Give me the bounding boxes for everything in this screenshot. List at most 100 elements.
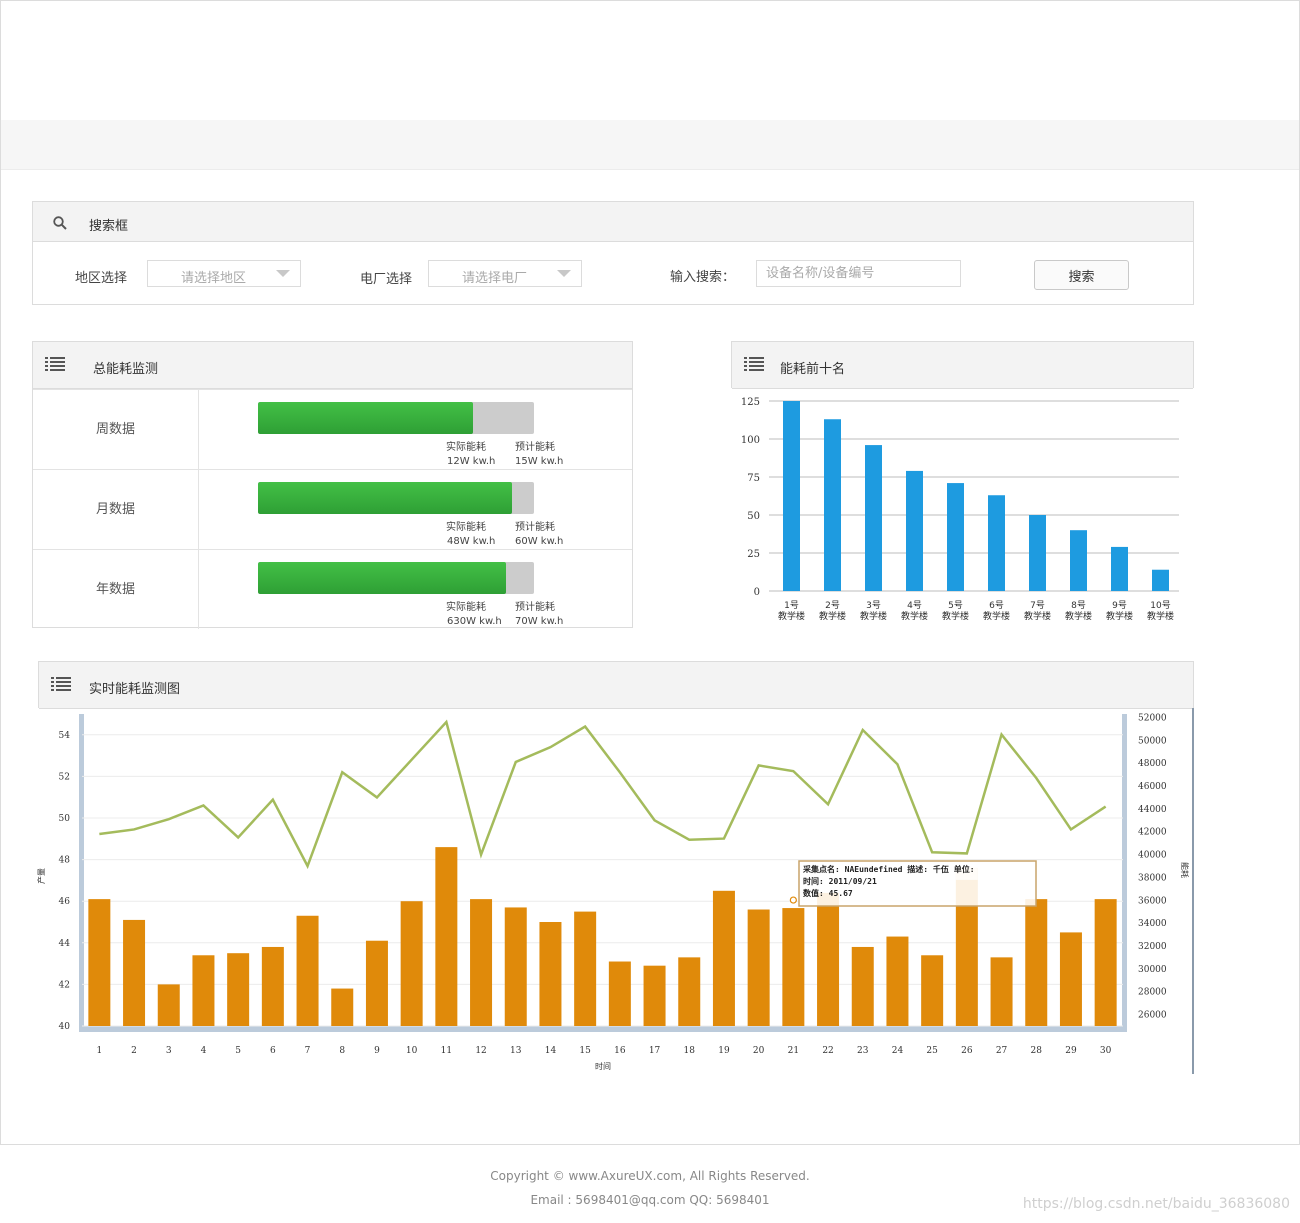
y-tick-label: 125 [741,397,760,408]
chart-tooltip: 采集点名: NAEundefined 描述: 千伍 单位: 时间: 2011/09… [798,860,1037,907]
bar [886,936,909,1026]
search-icon [53,216,67,230]
bar [504,907,527,1026]
bar [1070,530,1087,591]
x-tick-label: 9号 [1112,600,1127,611]
energy-panel: 总能耗监测 周数据 实际能耗 12W kw.h 预计能耗 15W kw.h 月数据 实际能耗… [32,341,633,629]
actual-label: 实际能耗 [446,602,486,613]
watermark: https://blog.csdn.net/baidu_36836080 [1022,1196,1290,1212]
right-tick-label: 42000 [1138,828,1167,838]
bar [643,965,666,1026]
right-axis-label: 能耗 [1180,862,1190,878]
list-icon [45,357,65,371]
x-tick-label: 教学楼 [942,610,969,622]
bar [906,470,923,591]
bar [88,899,111,1026]
x-tick-label: 教学楼 [819,610,846,622]
energy-progress-track [258,562,534,594]
bar [400,901,423,1026]
x-tick-label: 4号 [907,600,922,611]
x-tick-label: 2 [131,1046,137,1056]
search-button[interactable]: 搜索 [1034,260,1129,290]
bar [539,922,562,1026]
energy-row: 年数据 实际能耗 630W kw.h 预计能耗 70W kw.h [33,549,632,629]
bar [470,899,493,1026]
bar [824,419,841,591]
energy-panel-header: 总能耗监测 [33,342,632,389]
left-tick-label: 54 [59,731,71,741]
planned-value: 60W kw.h [515,536,564,547]
bar [783,401,800,591]
left-axis-strip [79,714,84,1032]
bar [608,961,631,1026]
top10-panel: 能耗前十名 [731,341,1194,389]
bar [331,988,354,1026]
realtime-panel: 实时能耗监测图 [38,661,1194,709]
right-tick-label: 28000 [1138,988,1167,998]
right-tick-label: 34000 [1138,919,1167,929]
x-tick-label: 7 [305,1046,311,1056]
x-tick-label: 11 [441,1046,452,1056]
actual-label: 实际能耗 [446,522,486,533]
search-panel-title: 搜索框 [89,219,129,234]
x-tick-label: 10号 [1150,600,1170,611]
x-tick-label: 教学楼 [860,610,887,622]
x-tick-label: 2号 [825,600,840,611]
right-tick-label: 44000 [1138,805,1167,815]
left-axis-label: 产量 [36,868,46,884]
left-tick-label: 46 [59,897,71,907]
energy-panel-title: 总能耗监测 [93,362,159,377]
tooltip-text: 采集点名: NAEundefined 描述: 千伍 单位: [802,864,975,874]
planned-value: 70W kw.h [515,616,564,627]
x-tick-label: 教学楼 [1065,610,1092,622]
x-tick-label: 27 [996,1046,1008,1056]
x-tick-label: 教学楼 [778,610,805,622]
planned-value: 15W kw.h [515,456,564,467]
x-tick-label: 6 [270,1046,276,1056]
right-tick-label: 26000 [1138,1011,1167,1021]
hover-marker [789,896,797,904]
bar [1025,899,1048,1026]
region-select[interactable]: 请选择地区 [147,260,301,287]
bar [296,915,319,1026]
x-tick-label: 3号 [866,600,881,611]
x-tick-label: 14 [545,1046,557,1056]
bar [1094,899,1117,1026]
x-tick-label: 21 [788,1046,799,1056]
x-tick-label: 8号 [1071,600,1086,611]
planned-label: 预计能耗 [515,442,555,453]
x-tick-label: 9 [374,1046,380,1056]
x-tick-label: 8 [339,1046,345,1056]
y-tick-label: 0 [754,587,760,598]
right-tick-label: 48000 [1138,759,1167,769]
line-series [99,719,1107,870]
plant-select[interactable]: 请选择电厂 [428,260,582,287]
energy-row: 月数据 实际能耗 48W kw.h 预计能耗 60W kw.h [33,469,632,549]
tooltip-text: 时间: 2011/09/21 [803,876,877,886]
x-tick-label: 教学楼 [1147,610,1174,622]
bar [1152,569,1169,591]
search-panel-header: 搜索框 [33,202,1193,242]
realtime-chart-border [1192,708,1194,1074]
x-tick-label: 20 [753,1046,765,1056]
top-band [1,120,1299,170]
bar [865,445,882,591]
bar [157,984,180,1026]
energy-row-label: 月数据 [33,470,199,549]
x-tick-label: 24 [892,1046,904,1056]
list-icon [744,357,764,371]
query-input[interactable] [756,260,961,287]
plant-select-value: 请选择电厂 [462,271,528,286]
bar [851,946,874,1026]
chevron-down-icon [276,270,290,277]
realtime-panel-header: 实时能耗监测图 [39,662,1193,709]
right-tick-label: 50000 [1138,736,1167,746]
bar [365,940,388,1026]
bar [712,890,735,1026]
right-tick-label: 32000 [1138,942,1167,952]
x-tick-label: 4 [201,1046,207,1056]
x-axis-strip [82,1026,1123,1032]
left-tick-label: 48 [59,856,71,866]
bar [192,955,215,1026]
region-select-value: 请选择地区 [181,271,247,286]
